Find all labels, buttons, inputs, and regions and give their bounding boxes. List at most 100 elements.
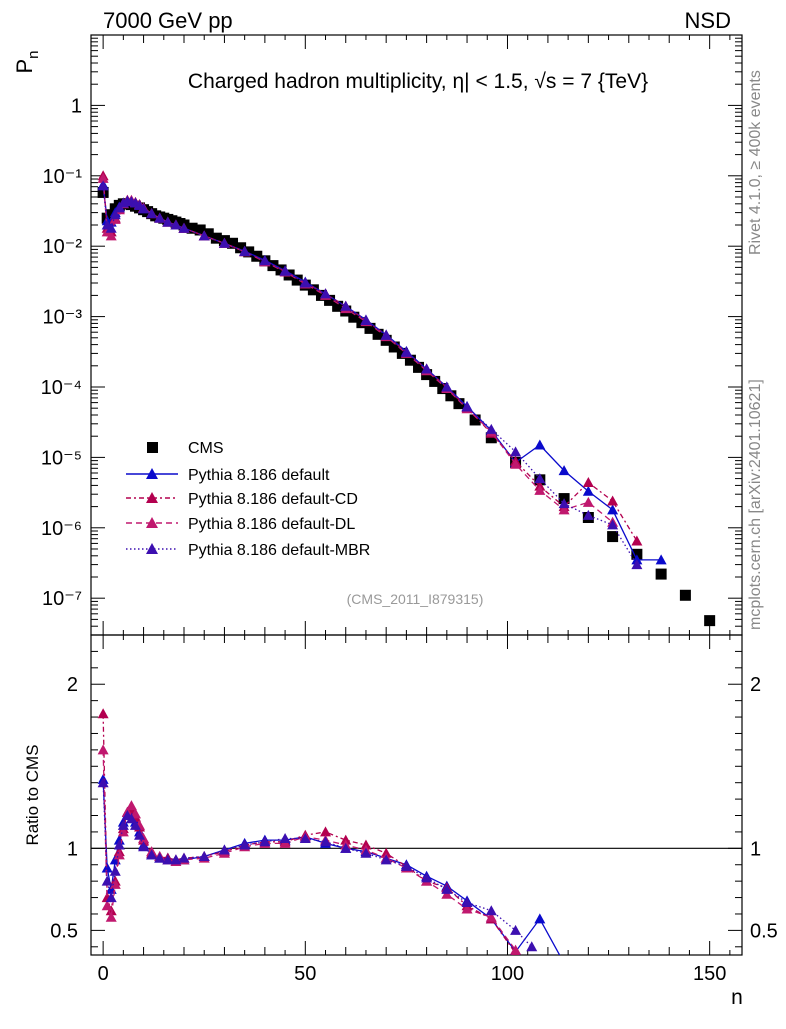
ratio-ytick-label-left: 0.5 <box>50 920 78 942</box>
cms-data-point <box>332 300 344 312</box>
ratio-series-line-dl <box>102 749 517 951</box>
cms-data-point <box>202 228 214 240</box>
legend-marker-cms <box>147 442 158 453</box>
ratio-xtick-label: 0 <box>98 963 109 985</box>
main-point-dl <box>534 484 546 495</box>
main-point-dl <box>558 504 570 515</box>
legend-label-default: Pythia 8.186 default <box>188 467 330 484</box>
ratio-ytick-label-left: 1 <box>67 838 78 860</box>
legend-label-cd: Pythia 8.186 default-CD <box>188 491 358 508</box>
cms-data-point <box>243 246 255 258</box>
ratio-point-mbr <box>198 851 210 862</box>
xaxis-label: n <box>731 986 743 1009</box>
main-point-mbr <box>380 329 392 340</box>
ratio-point-mbr <box>239 839 251 850</box>
main-ytick-label: 10⁻¹ <box>43 166 83 188</box>
main-point-dl <box>97 172 109 183</box>
cms-data-point <box>429 375 441 387</box>
main-point-mbr <box>607 519 619 530</box>
main-point-mbr <box>198 230 210 241</box>
analysis-watermark: (CMS_2011_I879315) <box>347 591 484 607</box>
ratio-point-mbr <box>101 875 113 886</box>
main-point-mbr <box>146 208 158 219</box>
main-point-mbr <box>510 446 522 457</box>
main-point-mbr <box>178 222 190 233</box>
legend-entry-default: Pythia 8.186 default <box>126 467 330 484</box>
ratio-point-mbr <box>400 860 412 871</box>
main-point-mbr <box>105 222 117 233</box>
ratio-point-mbr <box>134 829 146 840</box>
main-series-line-default <box>102 184 662 561</box>
ratio-point-cd <box>97 708 109 719</box>
ratio-point-dl <box>101 900 113 911</box>
main-point-mbr <box>421 363 433 374</box>
header-right: NSD <box>685 8 731 33</box>
ratio-point-dl <box>461 903 473 914</box>
main-point-cd <box>631 535 643 546</box>
main-point-mbr <box>218 237 230 248</box>
main-point-mbr <box>360 315 372 326</box>
ratio-frame <box>90 634 743 956</box>
ratio-series-line-default <box>102 779 561 955</box>
main-point-mbr <box>534 473 546 484</box>
ratio-point-mbr <box>380 854 392 865</box>
ratio-point-mbr <box>117 819 129 830</box>
ratio-point-mbr <box>360 847 372 858</box>
ratio-point-mbr <box>113 839 125 850</box>
ratio-point-mbr <box>421 872 433 883</box>
legend-entry-cd: Pythia 8.186 default-CD <box>126 491 358 508</box>
ratio-ytick-label-right: 0.5 <box>750 920 778 942</box>
cms-data-point <box>291 274 303 286</box>
ratio-point-mbr <box>125 813 137 824</box>
main-ytick-label: 10⁻⁵ <box>41 447 82 469</box>
cms-data-point <box>388 341 400 353</box>
main-ytick-label: 10⁻⁴ <box>41 377 82 399</box>
cms-data-point <box>631 548 643 560</box>
main-point-mbr <box>109 209 121 220</box>
ratio-point-dl <box>109 878 121 889</box>
main-point-mbr <box>485 423 497 434</box>
main-point-mbr <box>138 203 150 214</box>
main-point-mbr <box>259 255 271 266</box>
cms-data-point <box>235 242 247 254</box>
main-point-mbr <box>631 559 643 570</box>
ratio-point-mbr <box>109 865 121 876</box>
main-ylabel: Pn <box>12 50 42 73</box>
ratio-xtick-label: 150 <box>693 963 726 985</box>
ratio-point-mbr <box>170 854 182 865</box>
legend: CMS Pythia 8.186 default Pythia 8.186 de… <box>126 440 370 559</box>
main-point-dl <box>510 458 522 469</box>
ratio-point-cd <box>320 826 332 837</box>
legend-marker-mbr <box>146 543 158 554</box>
main-point-dl <box>105 230 117 241</box>
main-ytick-label: 10⁻⁶ <box>41 518 82 540</box>
ratio-point-dl <box>105 911 117 922</box>
cms-data-point <box>413 361 425 373</box>
ratio-xtick-label: 100 <box>491 963 524 985</box>
ratio-point-mbr <box>340 842 352 853</box>
main-point-default <box>558 465 570 476</box>
cms-data-point <box>679 589 691 601</box>
ratio-point-dl <box>125 800 137 811</box>
main-axes: 10⁻⁷ 10⁻⁶ 10⁻⁵ 10⁻⁴ 10⁻³ 10⁻² 10⁻¹ 1 <box>41 34 743 636</box>
main-point-cd <box>582 476 594 487</box>
cms-data-point <box>445 390 457 402</box>
main-point-mbr <box>170 219 182 230</box>
cms-data-point <box>97 186 109 198</box>
main-point-mbr <box>162 216 174 227</box>
mcplots-label: mcplots.cern.ch [arXiv:2401.10621] <box>747 379 764 630</box>
cms-data-point <box>469 414 481 426</box>
legend-marker-dl <box>146 517 158 528</box>
main-ytick-label: 10⁻² <box>43 236 83 258</box>
main-ytick-label: 10⁻³ <box>43 307 83 329</box>
ratio-point-default <box>534 913 546 924</box>
cms-data-point <box>324 294 336 306</box>
cms-data-point <box>607 531 619 543</box>
main-point-mbr <box>279 265 291 276</box>
main-point-default <box>582 485 594 496</box>
ratio-point-mbr <box>146 849 158 860</box>
cms-data-point <box>210 232 222 244</box>
cms-data-point <box>194 224 206 236</box>
main-point-dl <box>582 496 594 507</box>
